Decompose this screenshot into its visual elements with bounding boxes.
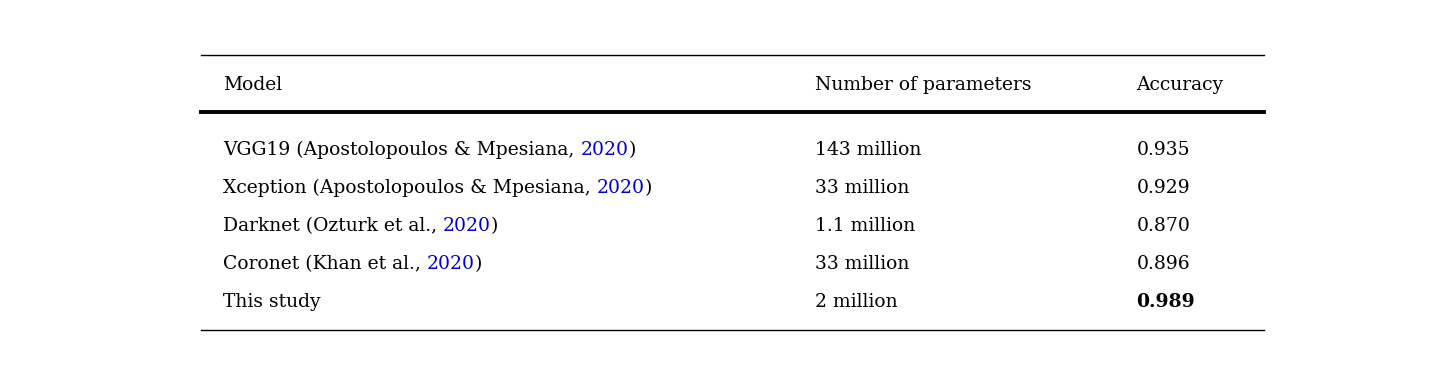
Text: 0.896: 0.896: [1136, 255, 1190, 273]
Text: 0.989: 0.989: [1136, 293, 1195, 311]
Text: 2020: 2020: [427, 255, 474, 273]
Text: 0.929: 0.929: [1136, 179, 1190, 197]
Text: 2020: 2020: [580, 141, 629, 159]
Text: Darknet (Ozturk et al.,: Darknet (Ozturk et al.,: [223, 217, 443, 235]
Text: This study: This study: [223, 293, 320, 311]
Text: ): ): [629, 141, 636, 159]
Text: 2020: 2020: [443, 217, 492, 235]
Text: Xception (Apostolopoulos & Mpesiana,: Xception (Apostolopoulos & Mpesiana,: [223, 179, 596, 197]
Text: 2020: 2020: [596, 179, 644, 197]
Text: ): ): [474, 255, 482, 273]
Text: Model: Model: [223, 76, 282, 94]
Text: 1.1 million: 1.1 million: [816, 217, 916, 235]
Text: 0.935: 0.935: [1136, 141, 1190, 159]
Text: Accuracy: Accuracy: [1136, 76, 1223, 94]
Text: Number of parameters: Number of parameters: [816, 76, 1032, 94]
Text: 143 million: 143 million: [816, 141, 922, 159]
Text: ): ): [644, 179, 652, 197]
Text: 0.870: 0.870: [1136, 217, 1190, 235]
Text: 2 million: 2 million: [816, 293, 897, 311]
Text: 33 million: 33 million: [816, 255, 910, 273]
Text: VGG19 (Apostolopoulos & Mpesiana,: VGG19 (Apostolopoulos & Mpesiana,: [223, 141, 580, 159]
Text: ): ): [492, 217, 499, 235]
Text: 33 million: 33 million: [816, 179, 910, 197]
Text: Coronet (Khan et al.,: Coronet (Khan et al.,: [223, 255, 427, 273]
